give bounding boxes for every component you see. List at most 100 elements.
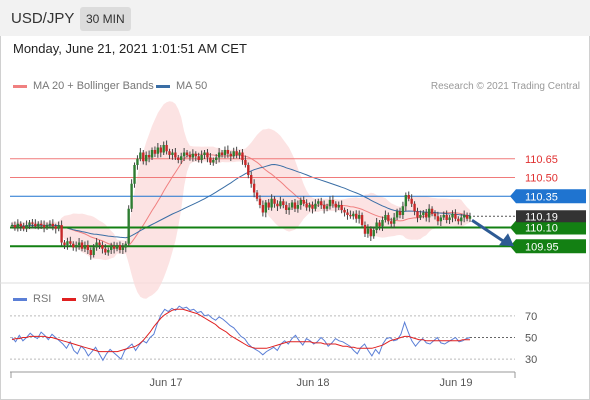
candle-body — [250, 175, 253, 184]
candle-body — [25, 225, 28, 229]
candle-body — [130, 183, 133, 209]
ma50-legend-label: MA 50 — [176, 80, 208, 92]
candle-body — [468, 216, 472, 219]
candle-body — [462, 215, 466, 218]
candle-body — [144, 155, 148, 162]
candle-body — [322, 205, 326, 209]
candle-body — [445, 215, 448, 220]
candle-body — [48, 223, 52, 225]
candle-body — [77, 242, 81, 245]
rsi-line — [11, 305, 471, 362]
candle-body — [16, 223, 20, 228]
candle-body — [191, 153, 195, 158]
rsi-tick-label: 30 — [525, 354, 537, 366]
candle-body — [366, 228, 370, 234]
candle-body — [401, 206, 405, 215]
candle-body — [95, 242, 98, 248]
candle-body — [112, 246, 116, 249]
rsi-legend-9ma: 9MA — [62, 293, 105, 305]
candle-body — [457, 218, 460, 222]
candle-body — [381, 220, 384, 227]
level-label-1: 110.50 — [525, 173, 558, 185]
candle-body — [305, 203, 308, 208]
candle-body — [203, 152, 206, 155]
candle-body — [197, 156, 200, 160]
candle-body — [419, 215, 422, 218]
rsi-tick-label: 50 — [525, 333, 537, 345]
candle-body — [328, 200, 332, 207]
candle-body — [104, 248, 107, 253]
candle-body — [276, 203, 279, 207]
level-tag-4 — [516, 239, 586, 254]
candle-body — [261, 205, 265, 213]
level-label-3: 110.10 — [525, 223, 558, 235]
candle-body — [285, 205, 288, 210]
candle-body — [212, 160, 215, 163]
candle-body — [220, 152, 224, 155]
candle-body — [235, 151, 238, 155]
candle-body — [51, 223, 55, 227]
rsi-legend-swatch — [13, 297, 27, 301]
price-legend-ma20: MA 20 + Bollinger Bands — [13, 80, 154, 92]
candle-body — [115, 245, 119, 249]
candle-body — [349, 215, 352, 217]
9ma-legend-swatch — [62, 297, 76, 301]
candle-body — [241, 152, 244, 160]
candle-body — [124, 243, 127, 248]
candle-body — [433, 213, 437, 217]
candle-body — [325, 206, 329, 209]
x-tick-label: Jun 18 — [296, 377, 329, 389]
candle-body — [10, 225, 14, 226]
forecast-arrow-shaft — [471, 219, 506, 244]
candle-body — [460, 217, 463, 222]
candle-body — [209, 157, 212, 163]
candle-body — [147, 155, 151, 158]
timeframe-badge[interactable]: 30 MIN — [80, 7, 131, 31]
candle-body — [273, 198, 276, 204]
candle-body — [290, 202, 294, 208]
candle-body — [422, 212, 425, 215]
level-tag-2 — [516, 189, 586, 204]
candle-body — [451, 213, 454, 218]
candle-body — [439, 217, 443, 222]
candle-body — [293, 202, 297, 209]
candle-body — [194, 153, 197, 157]
candle-body — [413, 203, 416, 212]
ma20-legend-label: MA 20 + Bollinger Bands — [33, 80, 154, 92]
x-tick-label: Jun 19 — [439, 377, 472, 389]
candle-body — [171, 152, 174, 155]
ma50-legend-swatch — [156, 84, 170, 88]
9ma-legend-label: 9MA — [82, 293, 105, 305]
candle-body — [340, 205, 343, 210]
candle-body — [215, 157, 218, 160]
copyright-text: Research © 2021 Trading Central — [430, 81, 580, 92]
level-label-4: 109.95 — [525, 241, 559, 253]
chart-header: USD/JPY 30 MIN — [0, 0, 590, 36]
candle-body — [337, 205, 340, 208]
candle-body — [311, 205, 314, 209]
candle-body — [425, 212, 428, 218]
candle-body — [232, 151, 235, 157]
rsi-tick-label: 70 — [525, 311, 537, 323]
last-price-tag — [516, 210, 586, 223]
candle-body — [72, 243, 75, 248]
candle-body — [86, 245, 90, 250]
x-tick-label: Jun 17 — [149, 377, 182, 389]
candle-body — [174, 152, 177, 158]
candle-body — [63, 242, 66, 245]
level-label-0: 110.65 — [525, 154, 558, 166]
candle-body — [159, 147, 162, 153]
candle-body — [314, 203, 317, 209]
ma20-legend-swatch — [13, 84, 27, 88]
candle-body — [80, 242, 84, 249]
candle-body — [302, 200, 305, 204]
candle-body — [226, 150, 230, 154]
candle-body — [162, 145, 165, 153]
candle-body — [270, 198, 273, 208]
candle-body — [45, 225, 49, 228]
level-tag-pointer-4 — [510, 239, 516, 254]
level-label-2: 110.35 — [525, 191, 558, 203]
candle-body — [74, 245, 78, 248]
candle-body — [238, 152, 241, 155]
candle-body — [360, 215, 364, 225]
